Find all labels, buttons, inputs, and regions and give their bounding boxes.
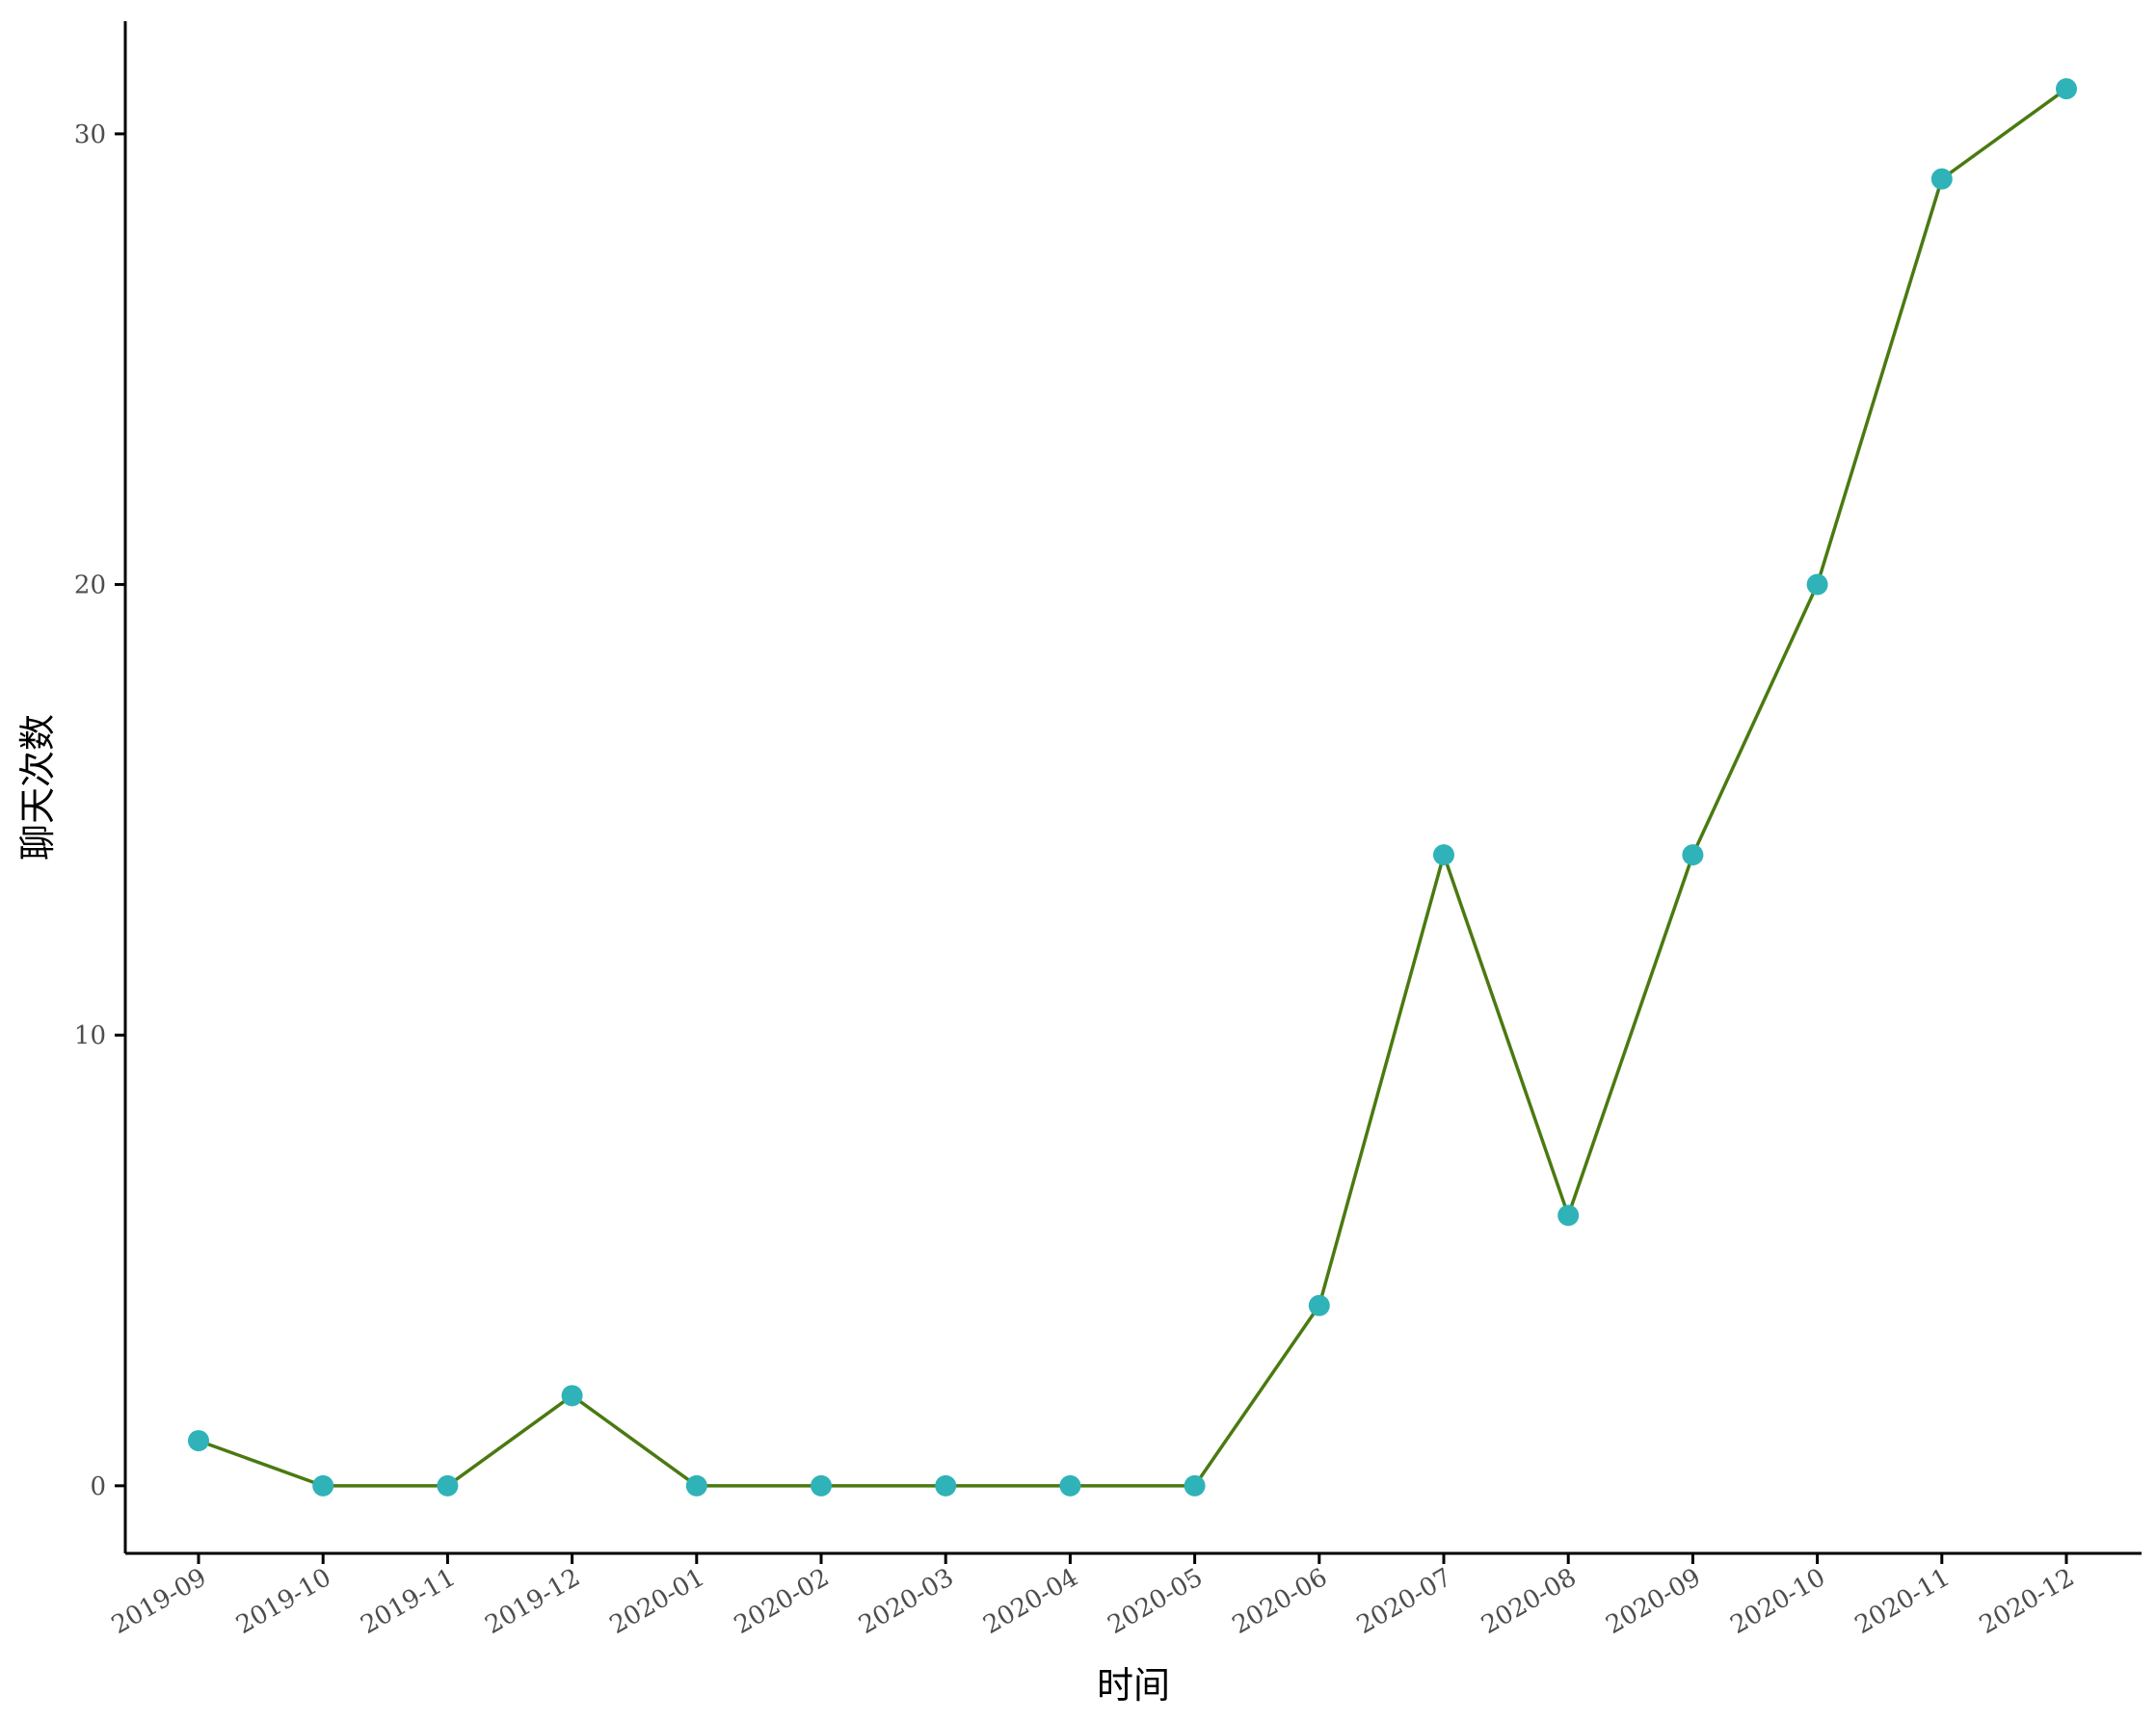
x-tick-label: 2019-12 xyxy=(481,1563,586,1640)
x-tick-label: 2020-09 xyxy=(1601,1563,1706,1640)
x-tick-label: 2019-10 xyxy=(231,1563,336,1640)
series-line xyxy=(198,87,2068,1488)
data-point xyxy=(312,1474,334,1497)
data-point xyxy=(561,1385,583,1407)
data-point xyxy=(811,1474,832,1497)
data-point xyxy=(1806,573,1828,596)
x-tick-label: 2020-03 xyxy=(854,1563,959,1640)
data-point xyxy=(685,1474,707,1497)
x-tick-label: 2020-11 xyxy=(1850,1563,1956,1640)
x-tick-label: 2020-04 xyxy=(978,1563,1083,1640)
data-point xyxy=(1682,844,1704,866)
y-tick-label: 0 xyxy=(90,1472,106,1501)
y-tick-label: 20 xyxy=(74,571,106,600)
x-tick-label: 2019-11 xyxy=(356,1563,461,1640)
x-axis-ticks: 2019-09 2019-10 2019-11 2019-12 2020-01 2020-… xyxy=(107,1553,2080,1640)
data-point xyxy=(935,1474,957,1497)
plot-area xyxy=(188,78,2077,1497)
x-tick-label: 2020-01 xyxy=(605,1563,710,1640)
y-tick-label: 30 xyxy=(74,120,106,149)
x-tick-label: 2020-06 xyxy=(1228,1563,1333,1640)
data-point xyxy=(1433,844,1454,866)
data-point xyxy=(1059,1474,1081,1497)
x-tick-label: 2020-12 xyxy=(1975,1563,2080,1640)
y-axis-title: 聊天次数 xyxy=(16,714,59,861)
data-point xyxy=(188,1430,209,1452)
x-tick-label: 2020-07 xyxy=(1352,1563,1457,1640)
x-axis-title: 时间 xyxy=(1097,1664,1170,1707)
data-point xyxy=(1184,1474,1206,1497)
data-point xyxy=(1930,168,1953,190)
x-tick-label: 2020-05 xyxy=(1104,1563,1209,1640)
y-axis-ticks: 0 10 20 30 xyxy=(74,120,125,1501)
x-tick-label: 2020-10 xyxy=(1726,1563,1831,1640)
y-tick-label: 10 xyxy=(74,1021,106,1050)
data-point xyxy=(2056,78,2077,100)
x-tick-label: 2020-08 xyxy=(1477,1563,1582,1640)
x-tick-label: 2020-02 xyxy=(730,1563,835,1640)
data-point xyxy=(1557,1205,1580,1227)
data-point xyxy=(1308,1294,1330,1316)
data-point xyxy=(437,1474,459,1497)
x-tick-label: 2019-09 xyxy=(107,1563,212,1640)
